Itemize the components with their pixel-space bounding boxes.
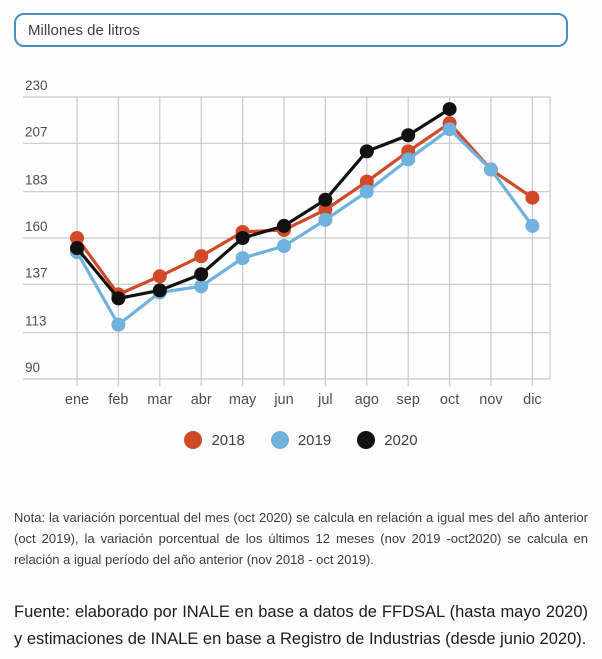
x-tick-label: ago <box>355 392 379 408</box>
y-tick-label: 230 <box>25 78 48 93</box>
data-point-2018 <box>152 269 167 284</box>
data-point-2019 <box>401 152 416 167</box>
data-point-2020 <box>235 231 250 245</box>
data-point-2019 <box>359 184 374 199</box>
legend-dot-2018 <box>184 431 203 449</box>
data-point-2020 <box>277 218 291 233</box>
data-point-2018 <box>525 190 540 205</box>
data-point-2018 <box>194 249 209 264</box>
legend-item-2020: 2020 <box>357 431 418 449</box>
x-tick-label: feb <box>108 392 128 408</box>
legend-label-2018: 2018 <box>211 431 245 449</box>
chart-legend: 2018 2019 2020 <box>0 431 602 449</box>
legend-dot-2019 <box>270 431 289 449</box>
x-tick-label: jun <box>273 392 293 408</box>
data-point-2020 <box>152 283 167 298</box>
data-point-2020 <box>359 144 374 159</box>
legend-label-2019: 2019 <box>297 431 332 449</box>
data-point-2019 <box>525 218 540 233</box>
data-point-2019 <box>442 122 457 137</box>
series-line-2018 <box>75 121 534 297</box>
data-point-2018 <box>70 231 84 245</box>
legend-dot-2020 <box>357 431 376 449</box>
y-tick-label: 183 <box>25 173 48 188</box>
data-point-2019 <box>111 317 126 332</box>
legend-item-2019: 2019 <box>270 431 332 449</box>
data-point-2018 <box>318 202 333 217</box>
x-tick-label: sep <box>397 392 420 408</box>
fuente-text: Fuente: elaborado por INALE en base a da… <box>14 602 588 648</box>
data-point-2020 <box>401 128 416 143</box>
x-tick-label: oct <box>440 392 459 408</box>
data-point-2019 <box>194 279 209 294</box>
data-point-2020 <box>194 267 209 282</box>
data-point-2019 <box>235 251 250 266</box>
data-point-2020 <box>318 192 333 207</box>
data-point-2019 <box>277 239 291 254</box>
data-point-2018 <box>359 174 374 189</box>
chart-title-box: Millones de litros <box>14 13 568 47</box>
series-line-2019 <box>75 127 534 328</box>
legend-label-2020: 2020 <box>384 431 418 449</box>
nota-text: Nota: la variación porcentual del mes (o… <box>14 510 588 567</box>
x-tick-label: ene <box>65 392 89 408</box>
y-tick-label: 90 <box>25 360 40 375</box>
x-tick-label: dic <box>523 392 542 408</box>
chart-title: Millones de litros <box>28 21 140 39</box>
x-tick-label: may <box>229 392 257 408</box>
y-tick-label: 160 <box>25 219 48 234</box>
y-tick-label: 113 <box>25 314 47 329</box>
data-point-2020 <box>70 241 84 256</box>
x-tick-label: abr <box>191 392 212 408</box>
x-tick-label: mar <box>147 392 172 408</box>
data-point-2020 <box>111 291 126 306</box>
y-tick-label: 207 <box>25 124 48 139</box>
data-point-2020 <box>442 102 457 117</box>
y-tick-label: 137 <box>25 265 48 280</box>
x-tick-label: nov <box>479 392 503 408</box>
line-chart: 90 113 137 160 183 207 230 ene feb mar abr may jun ju… <box>23 78 551 408</box>
x-tick-label: jul <box>317 392 333 408</box>
series-line-2020 <box>75 107 451 301</box>
data-point-2019 <box>484 162 498 177</box>
data-point-2019 <box>318 212 333 227</box>
legend-item-2018: 2018 <box>184 431 245 449</box>
